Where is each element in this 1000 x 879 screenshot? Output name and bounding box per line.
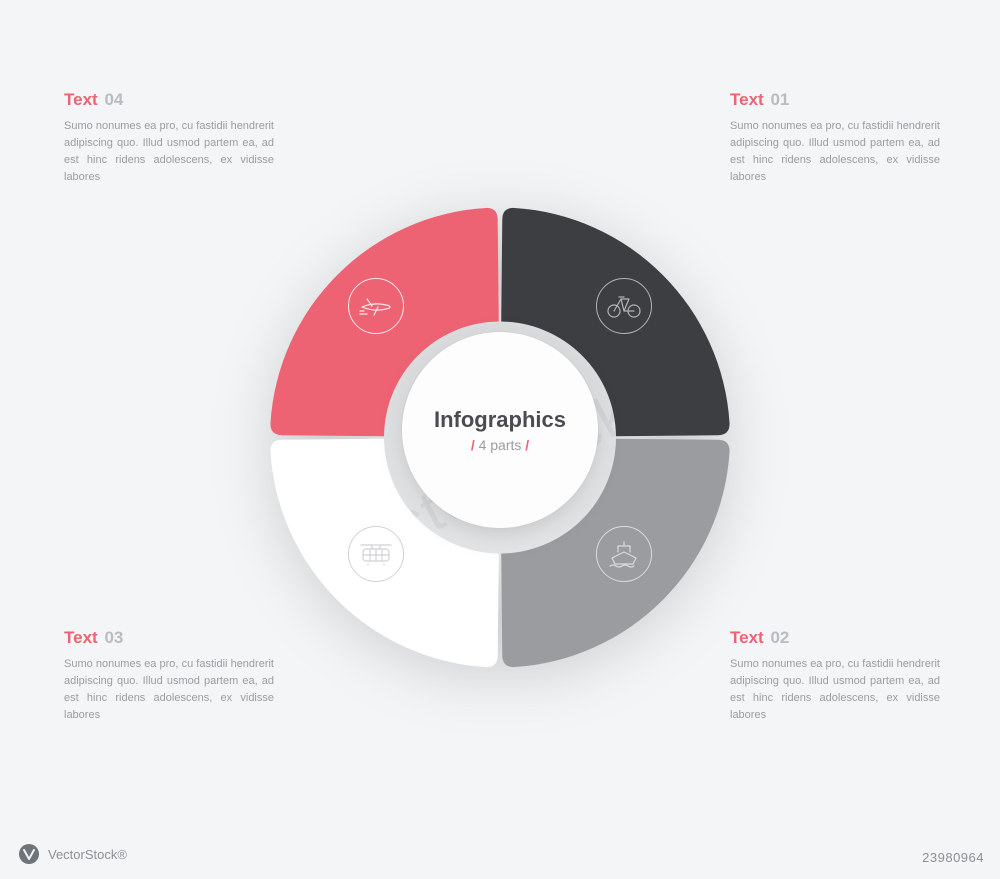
textblock-title: Text 02 (730, 628, 940, 648)
center-circle: Infographics / 4 parts / (402, 332, 598, 528)
textblock-body: Sumo nonumes ea pro, cu fastidii hendrer… (730, 118, 940, 186)
textblock-body: Sumo nonumes ea pro, cu fastidii hendrer… (64, 656, 274, 724)
textblock-word: Text (64, 628, 98, 647)
plane-icon (348, 278, 404, 334)
bicycle-icon (596, 278, 652, 334)
textblock-02: Text 02 Sumo nonumes ea pro, cu fastidii… (730, 628, 940, 724)
textblock-01: Text 01 Sumo nonumes ea pro, cu fastidii… (730, 90, 940, 186)
tram-icon (348, 526, 404, 582)
textblock-title: Text 04 (64, 90, 274, 110)
textblock-num: 02 (770, 628, 789, 647)
textblock-title: Text 03 (64, 628, 274, 648)
textblock-title: Text 01 (730, 90, 940, 110)
center-subtitle: / 4 parts / (471, 437, 529, 453)
brand-logo-icon (18, 843, 40, 865)
textblock-num: 03 (104, 628, 123, 647)
center-title: Infographics (434, 407, 566, 433)
textblock-body: Sumo nonumes ea pro, cu fastidii hendrer… (730, 656, 940, 724)
textblock-word: Text (730, 628, 764, 647)
textblock-num: 04 (104, 90, 123, 109)
textblock-word: Text (730, 90, 764, 109)
textblock-body: Sumo nonumes ea pro, cu fastidii hendrer… (64, 118, 274, 186)
textblock-04: Text 04 Sumo nonumes ea pro, cu fastidii… (64, 90, 274, 186)
textblock-word: Text (64, 90, 98, 109)
center-subtitle-text: 4 parts (475, 437, 526, 453)
textblock-03: Text 03 Sumo nonumes ea pro, cu fastidii… (64, 628, 274, 724)
textblock-num: 01 (770, 90, 789, 109)
footer-brand: VectorStock® (18, 843, 127, 865)
slash-right: / (525, 437, 529, 453)
footer-id: 23980964 (922, 850, 984, 865)
footer-brand-text: VectorStock® (48, 847, 127, 862)
infographic-canvas: VectorStock® Infograp (0, 0, 1000, 879)
